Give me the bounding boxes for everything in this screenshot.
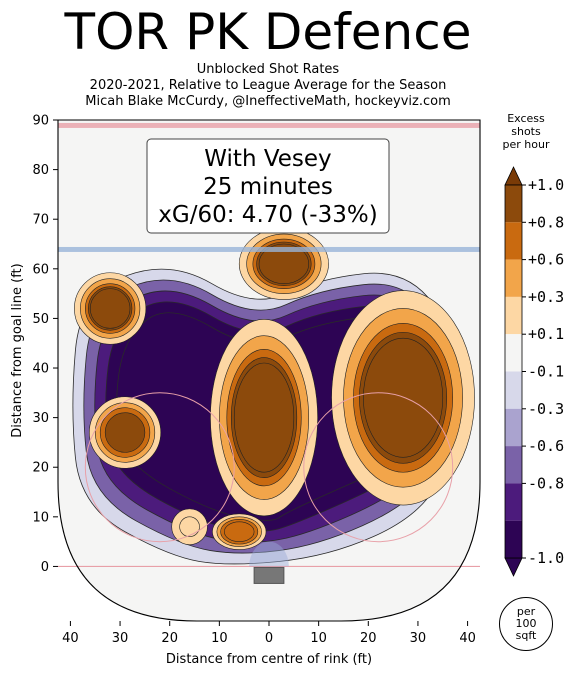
faceoff-circle (303, 392, 454, 543)
red-line (58, 122, 480, 128)
colorbar-tick-label: +1.0 (528, 176, 564, 194)
colorbar-tick-label: -0.8 (528, 474, 564, 492)
heatmap-layer (58, 120, 480, 621)
y-tick-label: 0 (41, 560, 49, 575)
colorbar-swatch (505, 371, 522, 409)
colorbar-swatch (505, 334, 522, 372)
colorbar-top-arrow (504, 166, 523, 186)
colorbar-tick-label: +0.8 (528, 213, 564, 231)
hot-spot-band (233, 362, 295, 473)
subtitle-line-1: Unblocked Shot Rates (196, 62, 340, 77)
hot-spot-band (179, 516, 200, 537)
info-box-line2: 25 minutes (203, 174, 333, 200)
hot-spot-band (258, 243, 310, 285)
colorbar-bottom-arrow (504, 557, 523, 577)
colorbar-swatch (505, 296, 522, 335)
x-tick-label: 40 (62, 631, 79, 646)
info-box-frame (146, 138, 390, 234)
chart-title: TOR PK Defence (64, 3, 472, 61)
x-tick-label: 10 (211, 631, 228, 646)
x-axis-label: Distance from centre of rink (ft) (166, 652, 372, 667)
hot-spot-band (104, 412, 146, 453)
per-unit-badge: per 100 sqft (499, 597, 553, 651)
x-tick-label: 30 (410, 631, 427, 646)
faceoff-circle (84, 392, 235, 543)
blue-line (58, 246, 480, 252)
x-tick-label: 0 (265, 631, 273, 646)
colorbar-swatch (505, 483, 522, 521)
y-tick-label: 30 (32, 411, 49, 426)
x-tick-label: 20 (161, 631, 178, 646)
colorbar-tick-label: +0.3 (528, 288, 564, 306)
info-box-line1: With Vesey (204, 146, 331, 172)
y-tick-label: 50 (32, 312, 49, 327)
goal-crease (249, 541, 289, 567)
hot-spot-band (89, 288, 131, 329)
x-tick-label: 20 (360, 631, 377, 646)
subtitle-line-2: 2020-2021, Relative to League Average fo… (89, 78, 447, 93)
hot-spot-band (224, 521, 255, 542)
y-tick-label: 60 (32, 262, 49, 277)
y-tick-label: 90 (32, 114, 49, 129)
colorbar-tick-label: -0.1 (528, 363, 564, 381)
goal-net (253, 566, 285, 584)
colorbar-swatch (505, 520, 522, 558)
y-tick-label: 10 (32, 510, 49, 525)
colorbar-swatch (505, 222, 522, 260)
y-tick-label: 20 (32, 461, 49, 476)
colorbar-title: Excess shots per hour (502, 112, 550, 151)
x-tick-label: 40 (459, 631, 476, 646)
y-axis-label: Distance from goal line (ft) (10, 263, 25, 437)
hot-spot-band (363, 337, 444, 458)
rink-boundary (57, 119, 481, 622)
info-box-line3: xG/60: 4.70 (-33%) (158, 202, 377, 228)
colorbar-frame (504, 184, 523, 559)
colorbar-tick-label: -0.6 (528, 437, 564, 455)
colorbar-tick-label: -0.3 (528, 400, 564, 418)
colorbar-swatch (505, 259, 522, 297)
colorbar-swatch (505, 446, 522, 484)
x-tick-label: 30 (112, 631, 129, 646)
colorbar-tick-label: +0.1 (528, 325, 564, 343)
colorbar-tick-label: -1.0 (528, 549, 564, 567)
y-tick-label: 70 (32, 213, 49, 228)
subtitle-line-3: Micah Blake McCurdy, @IneffectiveMath, h… (85, 94, 451, 109)
colorbar-swatch (505, 408, 522, 447)
colorbar-swatch (505, 185, 522, 223)
x-tick-label: 10 (310, 631, 327, 646)
y-tick-label: 80 (32, 163, 49, 178)
y-tick-label: 40 (32, 362, 49, 377)
colorbar-tick-label: +0.6 (528, 251, 564, 269)
